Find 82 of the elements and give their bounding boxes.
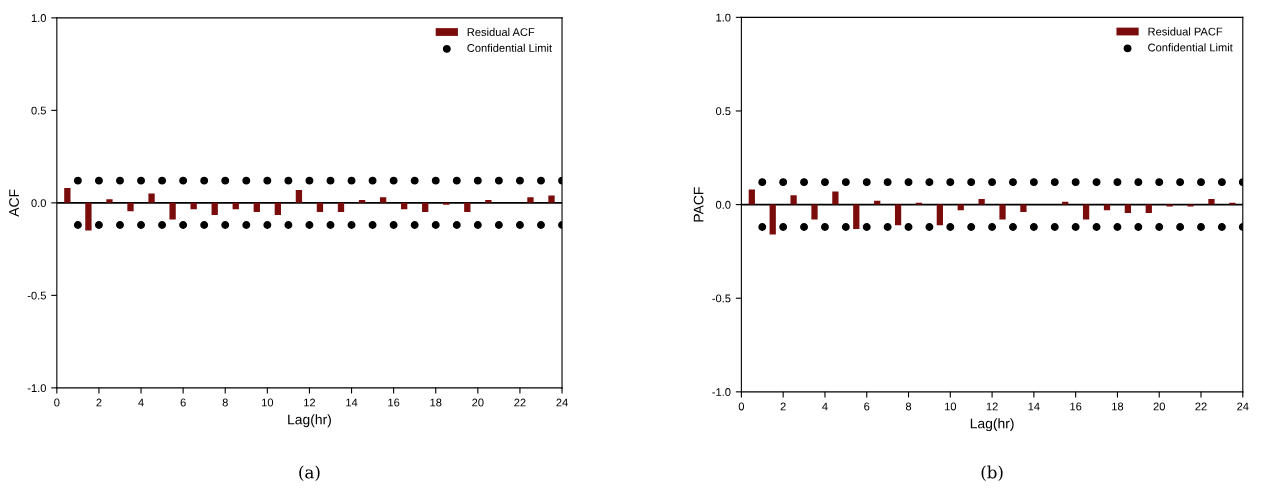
bar bbox=[811, 204, 818, 220]
y-tick-label: 0.5 bbox=[715, 107, 731, 116]
x-tick-label: 6 bbox=[864, 402, 870, 411]
bar bbox=[936, 204, 943, 226]
bar bbox=[337, 202, 345, 213]
y-axis-title: ACF bbox=[9, 189, 19, 217]
bar bbox=[874, 200, 881, 205]
bar bbox=[1124, 204, 1132, 214]
x-axis-title: Lag(hr) bbox=[288, 414, 331, 428]
bar bbox=[894, 204, 902, 226]
y-tick-label: -0.5 bbox=[27, 291, 46, 300]
bar bbox=[106, 199, 113, 203]
bar bbox=[1062, 201, 1069, 205]
bar bbox=[211, 202, 218, 215]
bar bbox=[379, 197, 387, 203]
x-tick-label: 18 bbox=[1112, 402, 1124, 411]
x-tick-label: 22 bbox=[1195, 402, 1207, 411]
x-tick-label: 20 bbox=[472, 398, 484, 407]
text: (b) bbox=[981, 465, 1003, 481]
bar bbox=[169, 202, 176, 220]
bar bbox=[769, 204, 776, 235]
y-tick-label: 1.0 bbox=[31, 14, 46, 22]
x-tick-label: 22 bbox=[514, 398, 526, 407]
bar bbox=[64, 188, 71, 203]
bar bbox=[790, 195, 797, 205]
bar bbox=[1082, 204, 1090, 220]
x-tick-label: 0 bbox=[54, 398, 60, 407]
x-tick-label: 10 bbox=[262, 398, 274, 407]
y-tick-label: 0.0 bbox=[715, 200, 731, 209]
bar bbox=[527, 197, 534, 203]
text: (a) bbox=[299, 465, 320, 481]
bar bbox=[748, 189, 755, 205]
x-tick-label: 14 bbox=[346, 398, 358, 407]
x-tick-label: 10 bbox=[944, 402, 957, 411]
bar bbox=[1020, 204, 1027, 213]
bar bbox=[295, 189, 303, 203]
legend-label: Residual ACF bbox=[467, 27, 535, 37]
x-tick-label: 24 bbox=[1237, 402, 1249, 411]
y-tick-label: -1.0 bbox=[712, 388, 731, 396]
bar bbox=[1208, 198, 1215, 205]
x-tick-label: 16 bbox=[388, 398, 400, 407]
bar bbox=[464, 202, 471, 213]
bar bbox=[316, 202, 324, 213]
bar bbox=[485, 200, 492, 203]
x-tick-label: 6 bbox=[180, 398, 186, 407]
bar bbox=[422, 202, 429, 213]
x-tick-label: 8 bbox=[905, 402, 912, 411]
x-tick-label: 16 bbox=[1070, 402, 1082, 411]
bar bbox=[85, 202, 92, 231]
x-tick-label: 4 bbox=[822, 402, 828, 411]
legend-label: Confidential Limit bbox=[1148, 43, 1233, 52]
bar bbox=[358, 200, 366, 203]
bar bbox=[148, 193, 155, 203]
bar bbox=[1145, 204, 1152, 214]
y-tick-label: -0.5 bbox=[712, 294, 731, 303]
x-tick-label: 2 bbox=[780, 402, 786, 411]
x-tick-label: 4 bbox=[138, 398, 144, 407]
bar bbox=[832, 191, 839, 205]
x-tick-label: 18 bbox=[430, 398, 442, 407]
bar bbox=[548, 195, 555, 203]
x-tick-label: 0 bbox=[738, 402, 745, 411]
x-tick-label: 12 bbox=[986, 402, 998, 411]
y-tick-label: 0.5 bbox=[31, 106, 46, 115]
bar bbox=[274, 202, 282, 215]
x-tick-label: 24 bbox=[556, 398, 568, 407]
x-tick-label: 14 bbox=[1028, 402, 1040, 411]
legend-label: Residual PACF bbox=[1148, 27, 1223, 36]
legend-label: Confidential Limit bbox=[467, 43, 552, 52]
x-tick-label: 8 bbox=[222, 398, 228, 407]
x-tick-label: 20 bbox=[1153, 402, 1165, 411]
x-tick-label: 2 bbox=[96, 398, 102, 407]
bar bbox=[127, 202, 134, 212]
bar bbox=[253, 202, 260, 213]
bar bbox=[853, 204, 860, 229]
x-tick-label: 12 bbox=[304, 398, 316, 407]
y-tick-label: 0.0 bbox=[31, 199, 46, 207]
x-axis-title: Lag(hr) bbox=[970, 418, 1014, 432]
bar bbox=[999, 204, 1006, 220]
bar bbox=[978, 198, 985, 205]
y-tick-label: 1.0 bbox=[716, 13, 731, 22]
y-tick-label: -1.0 bbox=[27, 384, 46, 393]
y-axis-title: PACF bbox=[693, 187, 704, 222]
